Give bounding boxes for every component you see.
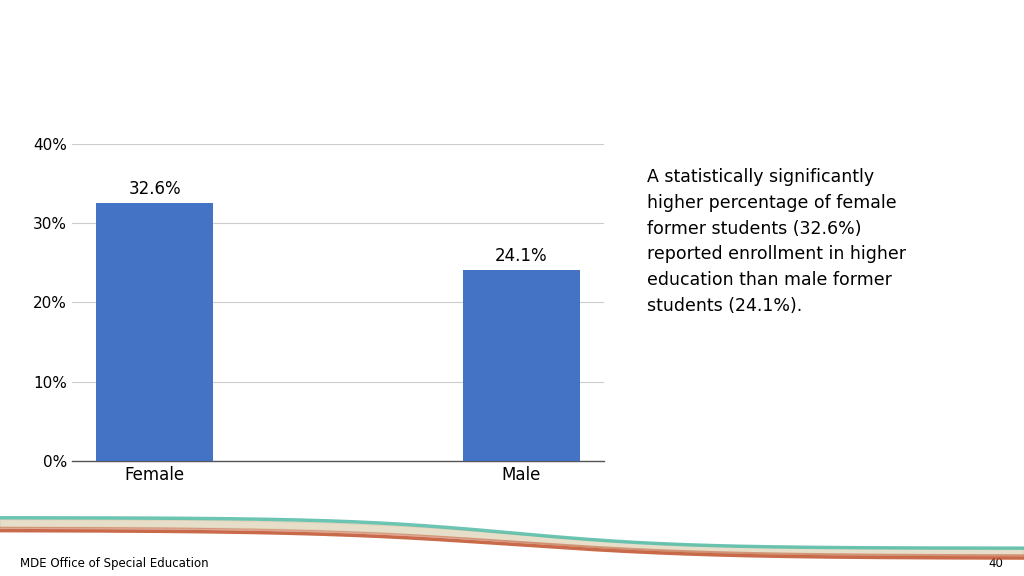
Text: 32.6%: 32.6% <box>128 180 181 198</box>
Text: 24.1%: 24.1% <box>495 247 548 265</box>
Text: MDE Office of Special Education: MDE Office of Special Education <box>20 557 209 570</box>
Text: Enrollment in Higher Education by Gender –: Enrollment in Higher Education by Gender… <box>36 28 858 61</box>
Text: FFY2019: FFY2019 <box>36 82 199 115</box>
Bar <box>463 270 580 461</box>
Text: A statistically significantly
higher percentage of female
former students (32.6%: A statistically significantly higher per… <box>647 168 906 315</box>
Text: 40: 40 <box>988 557 1004 570</box>
Bar <box>96 203 213 461</box>
